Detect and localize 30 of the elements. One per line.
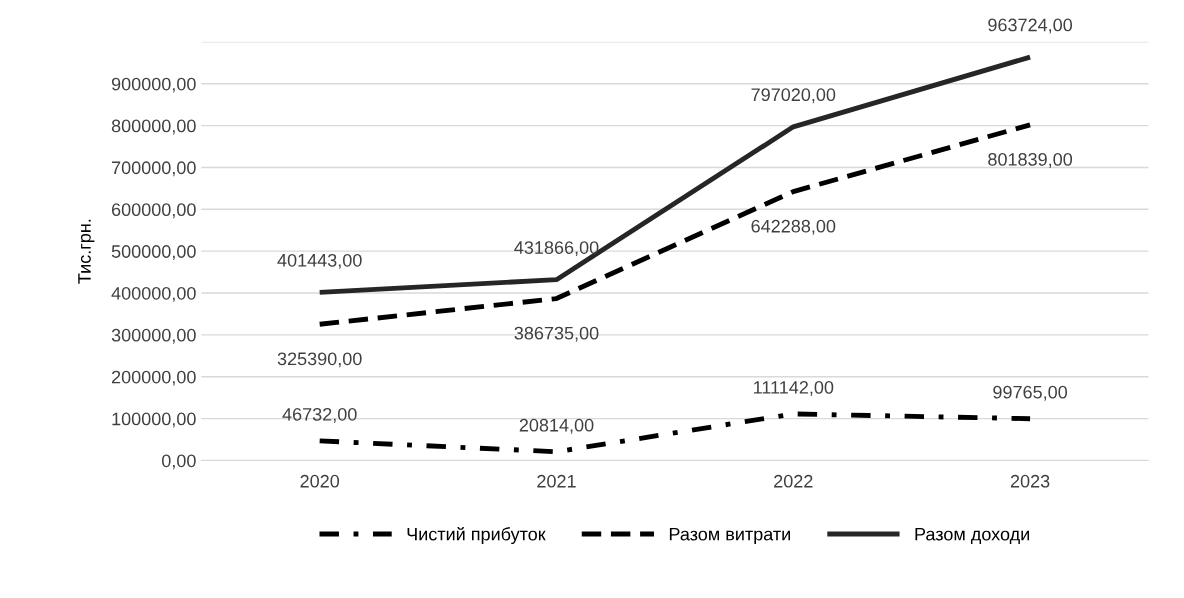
legend-label: Разом витрати — [669, 527, 790, 545]
y-tick-label: 500000,00 — [111, 245, 196, 261]
y-tick-label: 800000,00 — [111, 119, 196, 135]
data-label: 431866,00 — [514, 241, 599, 257]
y-tick-label: 400000,00 — [111, 286, 196, 302]
y-tick-label: 200000,00 — [111, 370, 196, 386]
x-tick-label: 2021 — [537, 474, 576, 488]
y-tick-label: 100000,00 — [112, 412, 196, 428]
data-label: 801839,00 — [988, 152, 1073, 168]
y-axis-title: Тис.грн. — [78, 219, 95, 284]
x-tick-label: 2022 — [774, 474, 813, 488]
data-label: 963724,00 — [988, 18, 1073, 34]
data-label: 20814,00 — [519, 418, 594, 434]
y-tick-label: 700000,00 — [112, 161, 196, 177]
y-tick-label: 600000,00 — [112, 203, 196, 219]
x-tick-label: 2023 — [1010, 474, 1050, 488]
data-label: 99765,00 — [993, 385, 1068, 401]
y-tick-label: 900000,00 — [111, 77, 196, 93]
y-tick-label: 300000,00 — [111, 328, 196, 344]
legend-label: Разом доходи — [915, 527, 1030, 544]
legend-label: Чистий прибуток — [407, 526, 546, 545]
y-tick-label: 0,00 — [161, 454, 196, 470]
data-label: 325390,00 — [277, 352, 362, 368]
data-label: 797020,00 — [751, 88, 836, 104]
x-tick-label: 2020 — [300, 474, 340, 488]
data-label: 642288,00 — [751, 219, 836, 235]
data-label: 401443,00 — [277, 253, 362, 269]
data-label: 111142,00 — [753, 381, 834, 396]
data-label: 46732,00 — [282, 407, 357, 423]
data-label: 386735,00 — [514, 326, 599, 342]
